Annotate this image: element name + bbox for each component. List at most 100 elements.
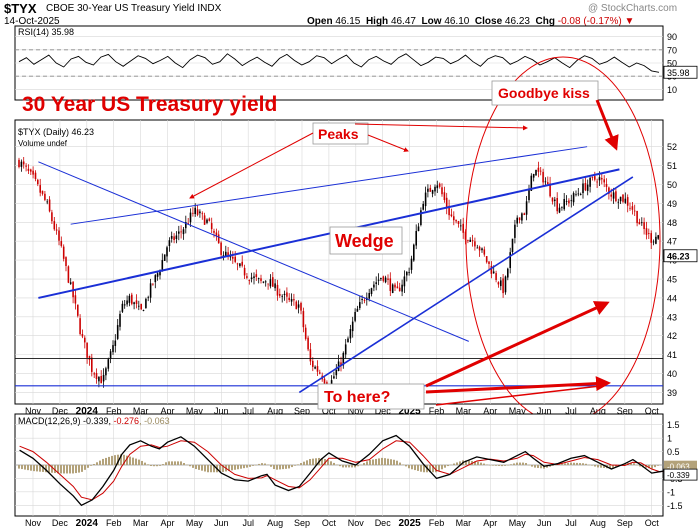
- histogram-bar: [78, 465, 80, 473]
- histogram-bar: [414, 465, 416, 471]
- candle-body: [196, 209, 199, 215]
- histogram-bar: [633, 463, 635, 465]
- rsi-tick-label: 70: [667, 45, 677, 55]
- histogram-bar: [309, 458, 311, 465]
- histogram-bar: [30, 465, 32, 471]
- candle-body: [239, 263, 241, 267]
- histogram-bar: [600, 465, 602, 468]
- candle-body: [542, 171, 544, 183]
- descending-trendline: [38, 161, 469, 342]
- histogram-bar: [291, 465, 293, 468]
- histogram-bar: [609, 465, 611, 469]
- candle-body: [340, 362, 342, 366]
- x-axis-label-macd: Oct: [645, 518, 660, 528]
- candle-body: [114, 340, 117, 346]
- candle-body: [147, 297, 149, 299]
- candle-body: [187, 223, 189, 224]
- histogram-bar: [453, 463, 455, 465]
- x-axis-label-macd: Mar: [456, 518, 472, 528]
- candle-body: [603, 179, 605, 183]
- histogram-bar: [456, 462, 458, 465]
- candle-body: [424, 192, 427, 207]
- histogram-bar: [639, 465, 641, 467]
- histogram-bar: [396, 460, 398, 465]
- histogram-bar: [390, 459, 392, 465]
- candle-body: [300, 303, 302, 311]
- candle-body: [497, 282, 500, 285]
- histogram-bar: [156, 465, 158, 467]
- candle-body: [586, 184, 589, 191]
- candle-body: [549, 183, 551, 197]
- candle-body: [375, 282, 377, 284]
- candle-body: [286, 292, 288, 297]
- x-axis-label-price: Apr: [483, 406, 497, 416]
- chart-date: 14-Oct-2025: [4, 16, 60, 27]
- histogram-bar: [261, 463, 263, 465]
- histogram-bar: [435, 465, 437, 473]
- histogram-bar: [459, 461, 461, 465]
- peaks-label: Peaks: [318, 126, 359, 142]
- candle-body: [622, 194, 624, 202]
- candle-body: [551, 197, 554, 202]
- histogram-bar: [300, 463, 302, 465]
- candle-body: [307, 337, 309, 350]
- x-axis-label-macd: Nov: [348, 518, 365, 528]
- to-here-arrow-mid: [425, 376, 611, 394]
- wedge-upper-trendline: [38, 168, 620, 299]
- x-axis-label-price: Dec: [52, 406, 69, 416]
- candle-body: [84, 337, 86, 343]
- candle-body: [467, 240, 469, 242]
- candle-body: [401, 284, 403, 292]
- candle-body: [502, 278, 504, 294]
- histogram-bar: [144, 462, 146, 465]
- candle-body: [250, 277, 253, 279]
- x-axis-label-price: Oct: [322, 406, 337, 416]
- candle-body: [460, 225, 462, 227]
- candle-body: [257, 278, 260, 279]
- candle-body: [509, 252, 511, 268]
- annotation-overlay: 30 Year US Treasury yield Peaks Wedge Goodb…: [22, 80, 619, 410]
- x-axis-label-macd: Jun: [537, 518, 552, 528]
- histogram-bar: [297, 464, 299, 465]
- candle-body: [445, 197, 448, 208]
- candle-body: [655, 236, 657, 244]
- candle-body: [413, 244, 415, 261]
- candle-body: [577, 193, 580, 195]
- candle-body: [504, 276, 507, 293]
- histogram-bar: [576, 462, 578, 465]
- goodbye-kiss-arrow: [595, 99, 619, 151]
- macd-histogram: [18, 454, 659, 474]
- candle-body: [570, 200, 573, 202]
- candle-body: [359, 302, 361, 309]
- candle-body: [288, 297, 290, 300]
- rsi-last-value-box: [663, 65, 698, 79]
- candle-body: [86, 342, 88, 358]
- x-axis-label-price: Jul: [242, 406, 254, 416]
- candle-body: [225, 251, 227, 257]
- histogram-bar: [204, 465, 206, 472]
- candle-body: [316, 366, 319, 372]
- candle-body: [102, 374, 105, 382]
- candle-body: [194, 207, 196, 214]
- candle-body: [79, 318, 81, 334]
- histogram-bar: [336, 464, 338, 466]
- histogram-bar: [51, 465, 53, 473]
- x-axis-label-price: Sep: [617, 406, 633, 416]
- candle-body: [128, 295, 131, 303]
- histogram-bar: [474, 461, 476, 465]
- histogram-bar: [375, 458, 377, 465]
- x-axis-label-price: Sep: [294, 406, 310, 416]
- candle-body: [514, 224, 516, 238]
- candle-body: [631, 206, 634, 210]
- histogram-bar: [366, 461, 368, 465]
- macd-tick-label: -1.5: [667, 501, 683, 511]
- open-value: 46.15: [335, 16, 361, 27]
- candle-body: [650, 233, 652, 243]
- histogram-bar: [165, 462, 167, 465]
- candle-body: [619, 196, 622, 202]
- histogram-bar: [120, 454, 122, 465]
- candle-body: [93, 373, 95, 375]
- candle-body: [368, 293, 370, 299]
- histogram-bar: [645, 465, 647, 468]
- histogram-bar: [39, 465, 41, 472]
